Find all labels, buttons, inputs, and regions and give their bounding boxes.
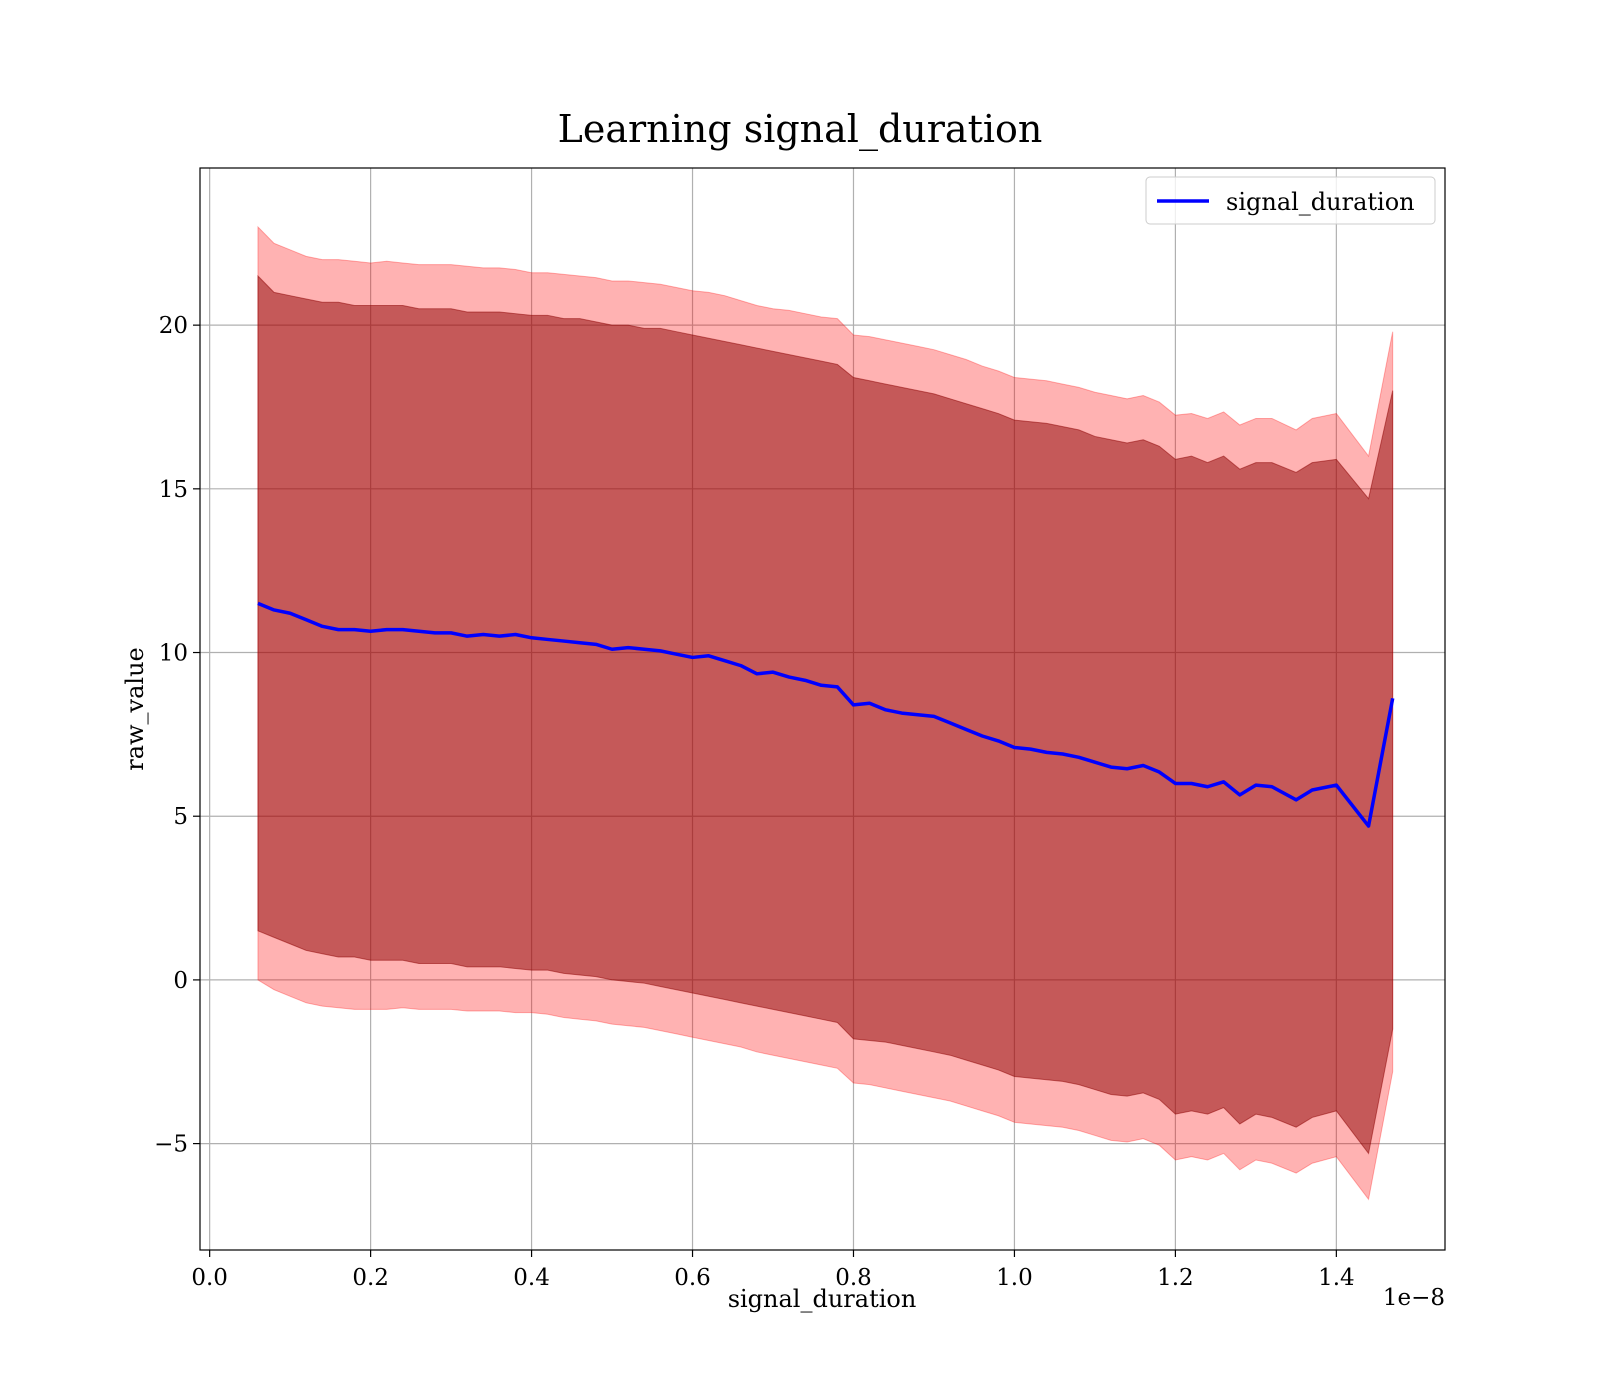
y-tick-label: 20: [159, 313, 188, 339]
legend-label: signal_duration: [1226, 188, 1415, 216]
x-tick-label: 0.2: [352, 1265, 389, 1291]
axis-ticks: 0.0 0.2 0.4 0.6 0.8 1.0 1.2 1.4 −5 0 5 10 15 20: [154, 313, 1355, 1291]
legend-box: [1145, 176, 1436, 225]
x-tick-label: 0.6: [674, 1265, 711, 1291]
plot-area: [257, 225, 1395, 1201]
x-offset-label: 1e−8: [1383, 1285, 1445, 1311]
y-tick-label: 10: [159, 641, 188, 667]
y-tick-label: −5: [154, 1132, 188, 1158]
plot-frame: [199, 167, 1446, 1251]
y-tick-label: 5: [173, 804, 188, 830]
x-tick-label: 1.4: [1318, 1265, 1355, 1291]
x-tick-label: 1.2: [1157, 1265, 1194, 1291]
y-tick-label: 0: [173, 968, 188, 994]
x-tick-label: 0.8: [835, 1265, 872, 1291]
y-tick-label: 15: [159, 477, 188, 503]
inner-band: [257, 274, 1394, 1155]
x-tick-label: 0.4: [513, 1265, 550, 1291]
x-tick-label: 1.0: [996, 1265, 1033, 1291]
legend: signal_duration: [1145, 176, 1436, 225]
x-tick-label: 0.0: [191, 1265, 228, 1291]
x-axis-label: signal_duration: [728, 1285, 917, 1313]
y-axis-label: raw_value: [121, 647, 149, 771]
chart-title: Learning signal_duration: [558, 107, 1043, 152]
series-line: [257, 601, 1395, 828]
